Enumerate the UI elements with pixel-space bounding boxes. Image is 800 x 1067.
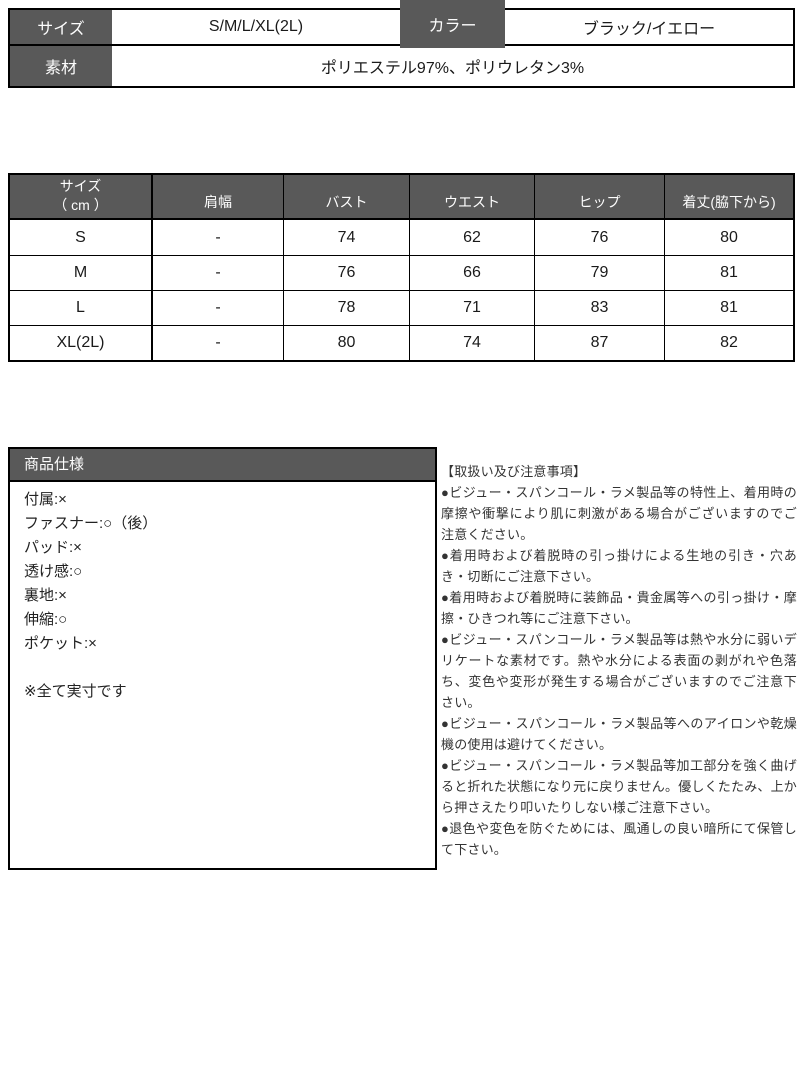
material-label-cell: 素材 (10, 46, 112, 86)
table-cell: 74 (284, 220, 410, 255)
product-spec-item-sukekan: 透け感:○ (24, 563, 83, 580)
size-chart-table: サイズ （ cm ） 肩幅 バスト ウエスト ヒップ 着丈(脇下から) S - … (8, 173, 795, 362)
care-note-item: ●ビジュー・スパンコール・ラメ製品等へのアイロンや乾燥機の使用は避けてください。 (441, 716, 797, 752)
color-label-cell: カラー (400, 0, 505, 48)
table-cell: 80 (720, 228, 738, 246)
table-cell: 71 (410, 291, 535, 325)
size-chart-header-size-line1: サイズ (59, 177, 102, 194)
care-notes: 【取扱い及び注意事項】 ●ビジュー・スパンコール・ラメ製品等の特性上、着用時の摩… (441, 461, 797, 860)
table-cell: 76 (535, 220, 665, 255)
table-row-l: L - 78 71 83 81 (10, 290, 793, 325)
table-cell: 76 (284, 256, 410, 290)
care-note-item: ●着用時および着脱時の引っ掛けによる生地の引き・穴あき・切断にご注意下さい。 (441, 548, 797, 584)
info-table: サイズ S/M/L/XL(2L) カラー ブラック/イエロー 素材 ポリエステル… (8, 0, 795, 88)
product-spec-item-fuzoku: 付属:× (24, 491, 67, 508)
size-chart-header-hip: ヒップ (535, 175, 665, 218)
table-cell: - (153, 220, 284, 255)
care-note-item: ●ビジュー・スパンコール・ラメ製品等の特性上、着用時の摩擦や衝撃により肌に刺激が… (441, 485, 797, 542)
product-spec-item-uraji: 裏地:× (24, 587, 67, 604)
table-cell: 87 (535, 326, 665, 360)
product-spec-note: ※全て実寸です (24, 683, 127, 700)
care-note-item: ●着用時および着脱時に装飾品・貴金属等への引っ掛け・摩擦・ひきつれ等にご注意下さ… (441, 590, 797, 626)
size-chart-header-shoulder: 肩幅 (153, 175, 284, 218)
product-spec-title-bar: 商品仕様 (10, 449, 435, 482)
table-cell: 78 (284, 291, 410, 325)
size-chart-header-bust: バスト (284, 175, 410, 218)
care-note-item: ●ビジュー・スパンコール・ラメ製品等は熱や水分に弱いデリケートな素材です。熱や水… (441, 632, 797, 710)
table-cell: M (10, 256, 153, 290)
product-spec-body: 付属:× ファスナー:○（後） パッド:× 透け感:○ 裏地:× 伸縮:○ ポケ… (10, 482, 435, 710)
table-cell: - (153, 326, 284, 360)
table-cell: 62 (410, 220, 535, 255)
table-row-s: S - 74 62 76 80 (10, 220, 793, 255)
size-label-cell: サイズ (10, 10, 112, 44)
size-chart-header-row: サイズ （ cm ） 肩幅 バスト ウエスト ヒップ 着丈(脇下から) (10, 175, 793, 220)
table-row-m: M - 76 66 79 81 (10, 255, 793, 290)
material-value-cell: ポリエステル97%、ポリウレタン3% (320, 60, 585, 77)
color-value-cell: ブラック/イエロー (582, 21, 716, 38)
table-cell: 82 (720, 334, 738, 351)
table-cell: XL(2L) (10, 326, 153, 360)
care-notes-title: 【取扱い及び注意事項】 (441, 464, 587, 479)
product-spec-item-fastener: ファスナー:○（後） (24, 515, 158, 532)
care-note-item: ●退色や変色を防ぐためには、風通しの良い暗所にて保管して下さい。 (441, 821, 797, 857)
table-cell: 81 (720, 299, 738, 316)
product-spec-item-pad: パッド:× (24, 539, 82, 556)
table-cell: S (10, 220, 153, 255)
table-cell: 83 (535, 291, 665, 325)
product-spec-item-shinshuku: 伸縮:○ (24, 611, 68, 628)
product-spec-item-pocket: ポケット:× (24, 635, 97, 652)
table-cell: 80 (284, 326, 410, 360)
size-chart-header-waist: ウエスト (410, 175, 535, 218)
table-cell: 66 (410, 256, 535, 290)
size-chart-header-size-line2: （ cm ） (53, 196, 108, 213)
care-note-item: ●ビジュー・スパンコール・ラメ製品等加工部分を強く曲げると折れた状態になり元に戻… (441, 758, 798, 815)
table-cell: 81 (720, 264, 738, 281)
table-cell: 79 (535, 256, 665, 290)
size-chart-header-length: 着丈(脇下から) (682, 194, 776, 210)
table-cell: - (153, 256, 284, 290)
size-value-cell: S/M/L/XL(2L) (208, 18, 304, 35)
table-cell: L (10, 291, 153, 325)
size-chart-header-size: サイズ （ cm ） (10, 175, 153, 218)
product-spec-box: 商品仕様 付属:× ファスナー:○（後） パッド:× 透け感:○ 裏地:× 伸縮… (8, 447, 437, 870)
table-cell: - (153, 291, 284, 325)
table-row-xl: XL(2L) - 80 74 87 82 (10, 325, 793, 360)
table-cell: 74 (410, 326, 535, 360)
